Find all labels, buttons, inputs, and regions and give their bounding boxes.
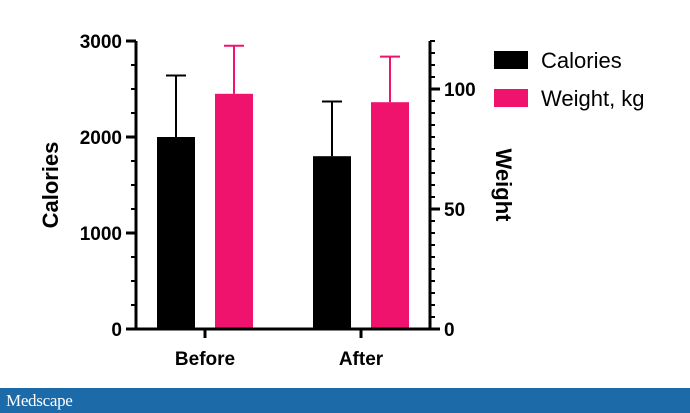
x-tick-label: Before (175, 349, 235, 370)
bars-layer (157, 44, 409, 329)
y-left-tick-label: 1000 (80, 224, 122, 245)
bar-weight-kg-after (371, 102, 409, 329)
y-left-axis-title: Calories (38, 142, 63, 229)
legend-label: Weight, kg (541, 86, 645, 111)
y-right-tick-label: 0 (444, 320, 455, 341)
footer-bar: Medscape (0, 388, 690, 413)
bar-calories-after (313, 156, 351, 329)
x-tick-label: After (339, 349, 384, 370)
bar-weight-kg-before (215, 93, 253, 329)
axes-layer: 0 1000 2000 3000 Calories 0 50 100 Weight Before A… (38, 32, 516, 370)
legend-swatch (494, 89, 528, 107)
y-left-tick-label: 0 (111, 320, 122, 341)
brand-logo: Medscape (6, 391, 73, 410)
y-left-tick-label: 3000 (80, 32, 122, 53)
y-right-tick-label: 100 (444, 80, 476, 101)
legend: Calories Weight, kg (494, 48, 645, 111)
bar-calories-before (157, 137, 195, 329)
y-left-tick-label: 2000 (80, 128, 122, 149)
bar-chart: 0 1000 2000 3000 Calories 0 50 100 Weight Before A… (38, 32, 645, 370)
legend-label: Calories (541, 48, 622, 73)
legend-swatch (494, 51, 528, 69)
y-right-tick-label: 50 (444, 200, 465, 221)
y-right-axis-title: Weight (491, 149, 516, 223)
